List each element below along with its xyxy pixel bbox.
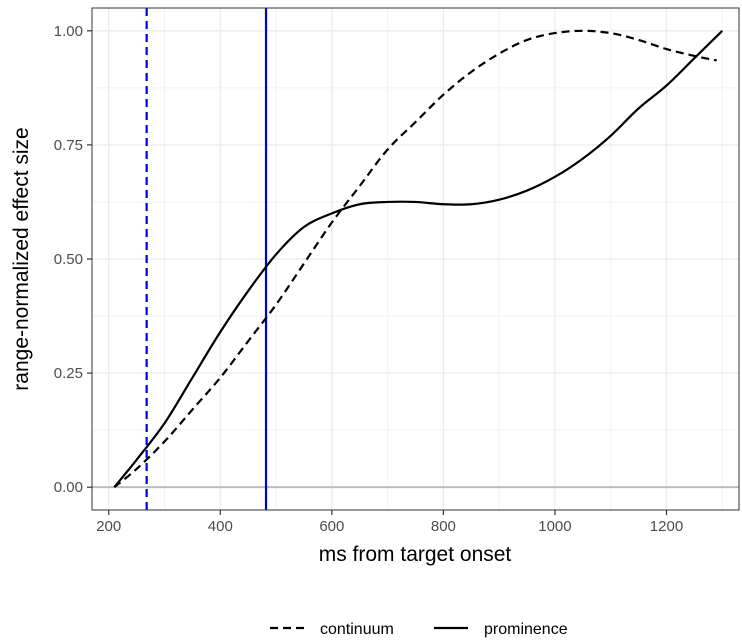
y-axis-title: range-normalized effect size (10, 127, 33, 390)
series-line-prominence (113, 30, 724, 488)
reference-lines (92, 8, 739, 510)
x-tick-label: 600 (319, 518, 344, 535)
series-lines (113, 29, 724, 489)
x-tick-label: 800 (431, 518, 456, 535)
legend-label-continuum: continuum (320, 621, 394, 638)
y-tick-label: 0.75 (54, 137, 83, 154)
x-tick-label: 200 (96, 518, 121, 535)
y-tick-label: 1.00 (54, 23, 83, 40)
x-tick-label: 1200 (650, 518, 683, 535)
y-tick-label: 0.25 (54, 365, 83, 382)
series-line-continuum (113, 29, 717, 489)
x-tick-label: 1000 (538, 518, 571, 535)
legend: continuum prominence (270, 621, 568, 638)
y-axis: 0.00 0.25 0.50 0.75 1.00 (54, 23, 92, 496)
x-axis: 200 400 600 800 1000 1200 (96, 510, 683, 535)
x-tick-label: 400 (208, 518, 233, 535)
y-tick-label: 0.50 (54, 251, 83, 268)
legend-label-prominence: prominence (484, 621, 568, 638)
grid-major (92, 8, 739, 510)
x-axis-title: ms from target onset (319, 543, 512, 566)
y-tick-label: 0.00 (54, 479, 83, 496)
